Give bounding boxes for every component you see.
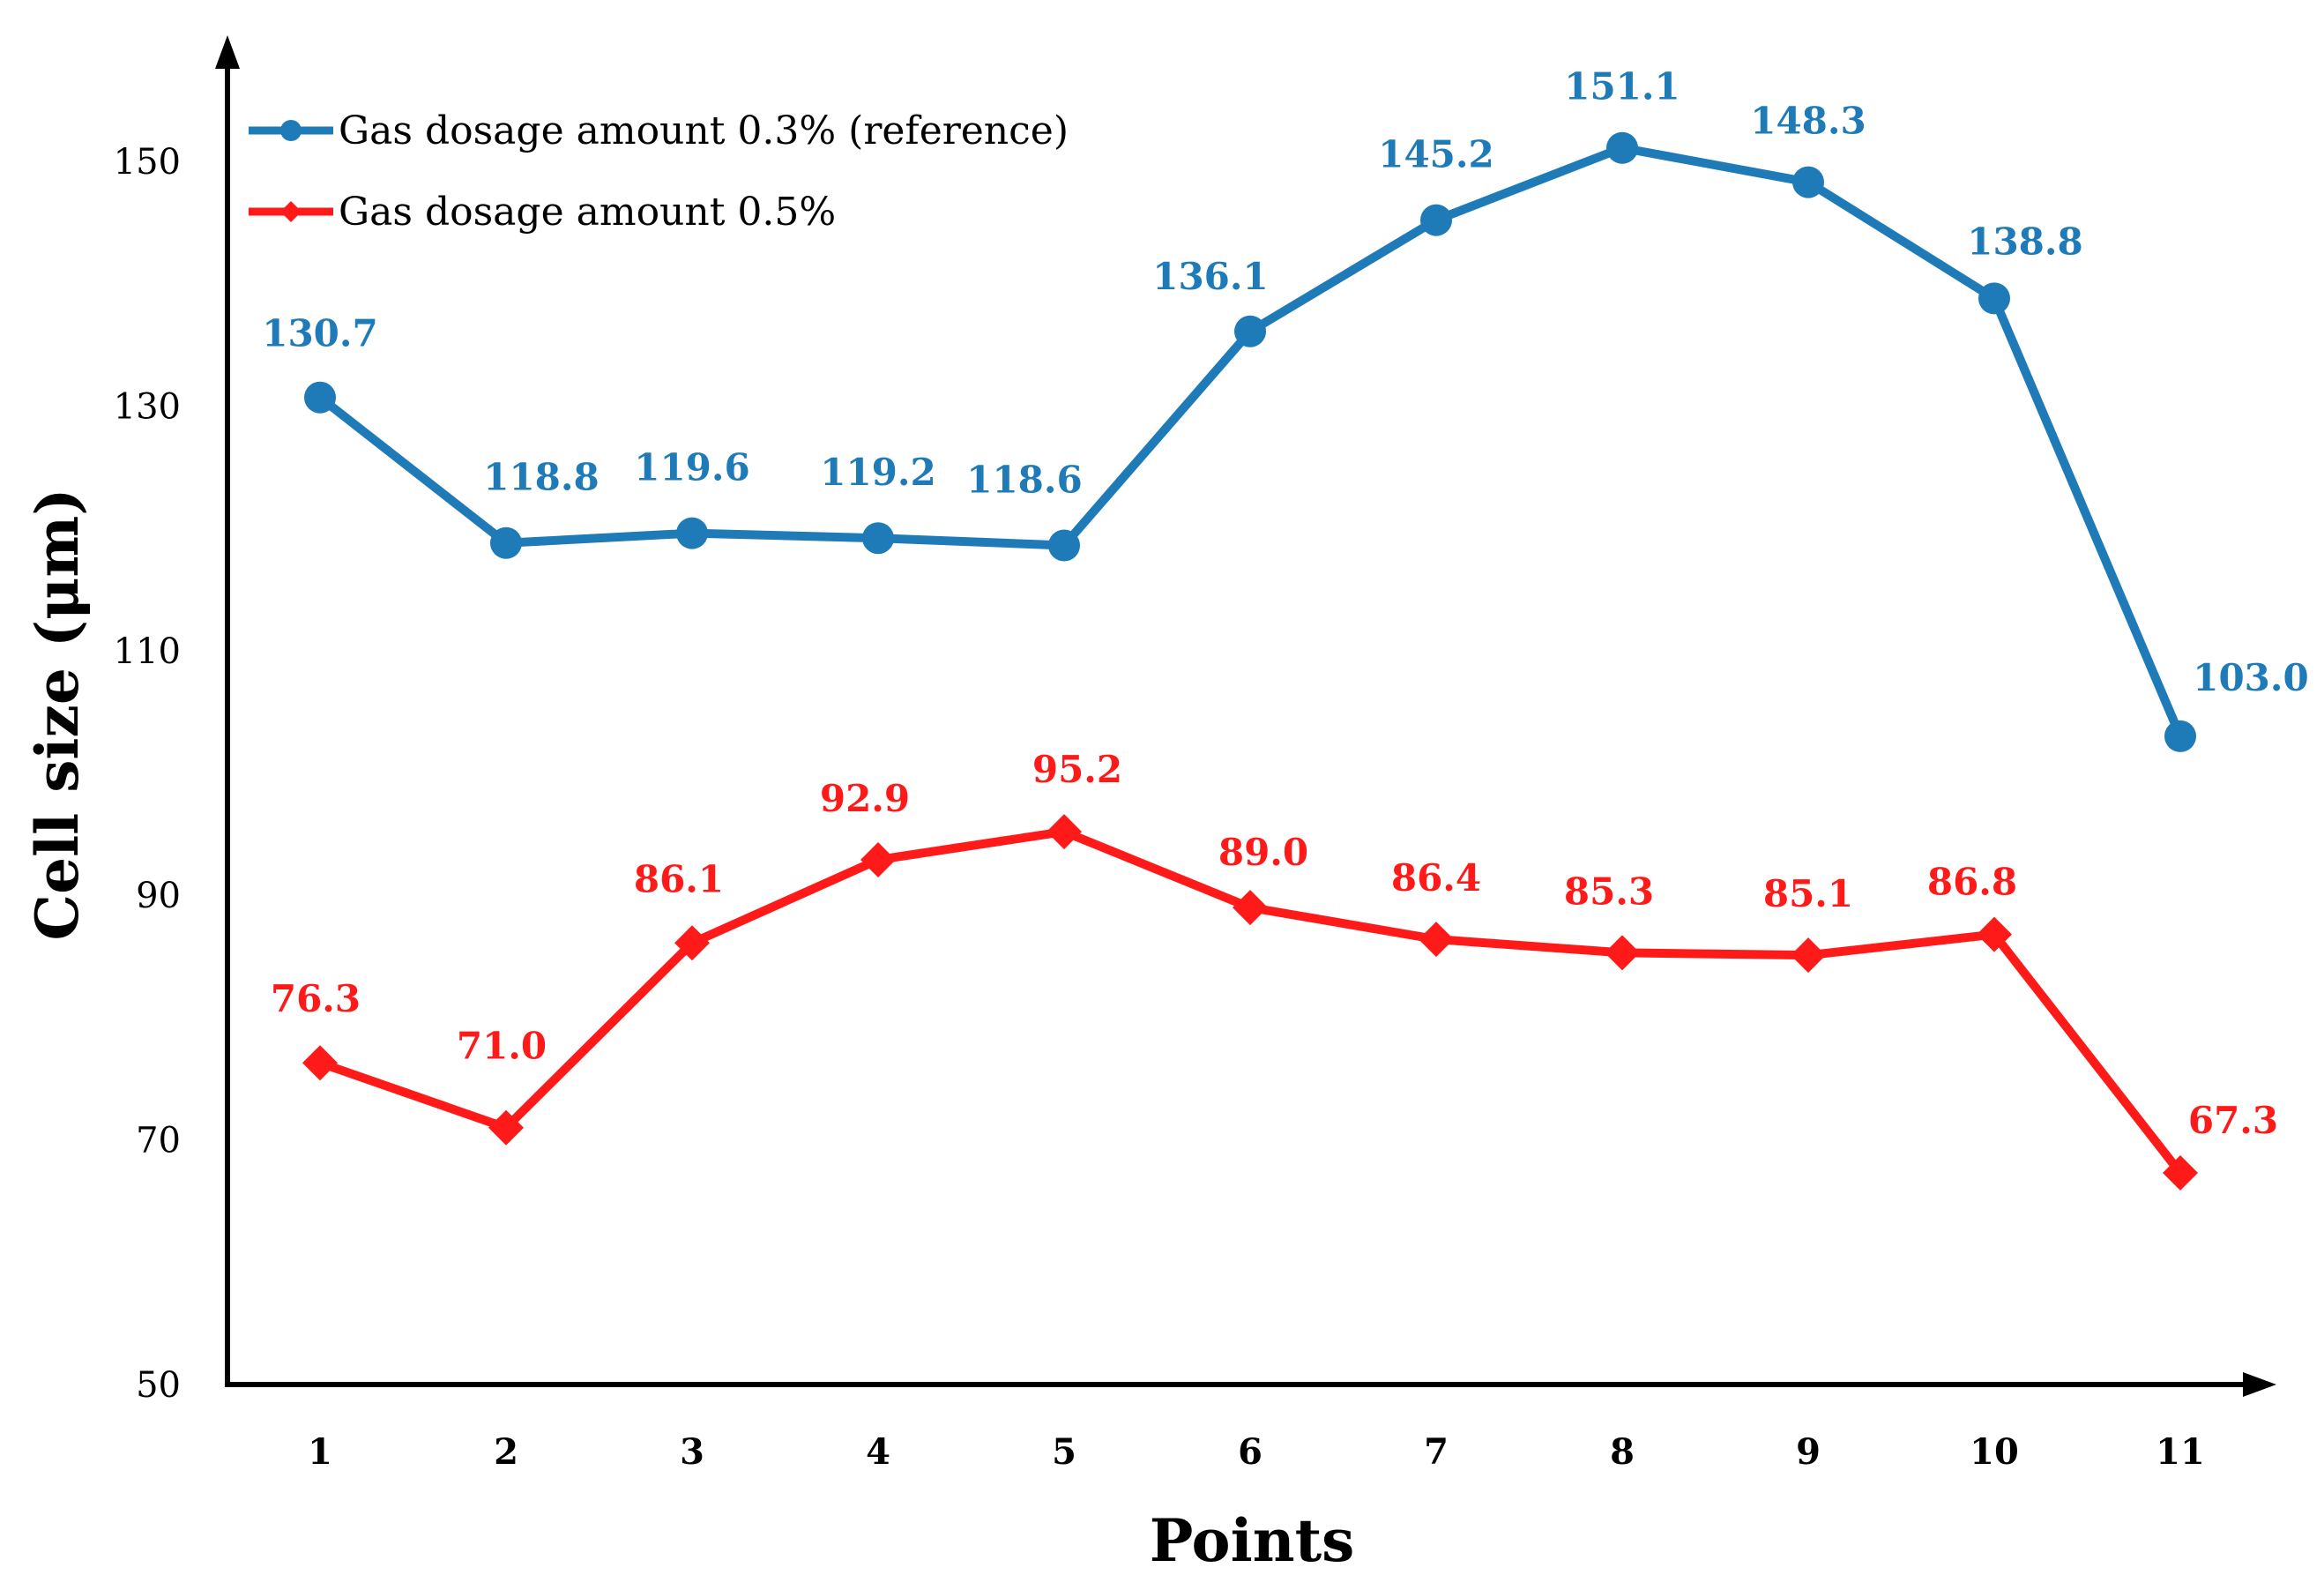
x-tick-label: 2 <box>494 1431 518 1473</box>
series-layer: 130.7 118.8 119.6 119.2 118.6 136.1 145.2 151.1… <box>262 65 2309 1191</box>
x-axis-title: Points <box>1150 1506 1355 1575</box>
x-tick-label: 6 <box>1238 1431 1263 1473</box>
x-tick-label: 9 <box>1796 1431 1821 1473</box>
x-tick-label: 10 <box>1970 1431 2019 1473</box>
legend-item-reference: Gas dosage amount 0.3% (reference) <box>249 108 1069 153</box>
x-axis-ticks: 1 2 3 4 5 6 7 8 9 10 11 <box>308 1431 2205 1473</box>
series-line-reference <box>317 143 2185 738</box>
axes <box>215 35 2276 1397</box>
data-point-marker <box>490 526 522 559</box>
legend-label-reference: Gas dosage amount 0.3% (reference) <box>339 108 1069 153</box>
data-label: 118.8 <box>483 456 600 499</box>
data-label: 92.9 <box>820 777 910 820</box>
legend-marker-reference <box>280 120 302 141</box>
x-tick-label: 11 <box>2156 1431 2205 1473</box>
series-line-0-5 <box>318 827 2184 1176</box>
data-point-marker <box>862 522 894 555</box>
x-tick-label: 8 <box>1610 1431 1635 1473</box>
data-point-marker <box>1977 916 2012 952</box>
data-label: 85.3 <box>1564 870 1654 913</box>
data-point-marker <box>1047 814 1082 850</box>
data-point-marker <box>1420 204 1452 236</box>
data-point-marker <box>1978 282 2010 315</box>
data-label: 145.2 <box>1378 133 1494 176</box>
data-point-marker <box>1791 937 1826 974</box>
y-tick-label: 90 <box>136 876 181 916</box>
data-label: 151.1 <box>1564 65 1680 108</box>
data-label: 119.2 <box>820 451 936 494</box>
x-tick-label: 3 <box>680 1431 704 1473</box>
legend-marker-0-5 <box>280 201 302 222</box>
data-point-marker <box>1419 922 1454 958</box>
data-label: 67.3 <box>2188 1099 2278 1142</box>
data-label: 103.0 <box>2193 656 2309 699</box>
y-axis-arrow <box>215 35 240 69</box>
data-label: 86.8 <box>1927 861 2017 904</box>
data-label: 76.3 <box>271 977 361 1020</box>
data-label: 118.6 <box>966 459 1083 502</box>
data-label: 119.6 <box>634 446 750 489</box>
data-label: 95.2 <box>1032 748 1122 791</box>
data-point-marker <box>1606 131 1638 164</box>
data-point-marker <box>1234 315 1266 347</box>
legend-label-0-5: Gas dosage amount 0.5% <box>339 190 836 235</box>
legend-item-0-5: Gas dosage amount 0.5% <box>249 190 836 235</box>
data-label: 86.4 <box>1391 856 1481 900</box>
x-axis-arrow <box>2243 1372 2276 1397</box>
data-label: 148.3 <box>1750 100 1866 143</box>
y-tick-label: 110 <box>114 631 181 672</box>
data-point-marker <box>2163 1155 2198 1191</box>
y-tick-label: 130 <box>114 386 181 427</box>
x-tick-label: 4 <box>866 1431 890 1473</box>
x-tick-label: 1 <box>308 1431 332 1473</box>
data-point-marker <box>1792 166 1824 198</box>
data-point-marker <box>302 1045 338 1081</box>
data-label: 130.7 <box>262 312 378 355</box>
x-tick-label: 7 <box>1424 1431 1449 1473</box>
data-label: 136.1 <box>1152 255 1269 298</box>
data-point-marker <box>674 925 710 961</box>
data-label: 71.0 <box>457 1025 547 1068</box>
data-point-marker <box>676 517 708 549</box>
y-tick-label: 70 <box>136 1121 181 1161</box>
x-tick-label: 5 <box>1052 1431 1076 1473</box>
data-point-marker <box>1605 935 1640 971</box>
data-label: 85.1 <box>1763 872 1853 915</box>
data-point-marker <box>488 1109 524 1146</box>
y-tick-label: 150 <box>114 142 181 183</box>
y-axis-title: Cell size (μm) <box>23 489 92 941</box>
data-label: 86.1 <box>634 857 724 900</box>
legend: Gas dosage amount 0.3% (reference) Gas d… <box>249 108 1069 235</box>
series-0-5: 76.3 71.0 86.1 92.9 95.2 89.0 86.4 85.3 85.1 86.8… <box>271 748 2278 1191</box>
data-point-marker <box>1233 890 1268 926</box>
data-label: 138.8 <box>1967 220 2083 263</box>
y-axis-ticks: 50 70 90 110 130 150 <box>114 142 181 1406</box>
data-point-marker <box>1048 529 1080 562</box>
data-point-marker <box>860 841 896 877</box>
data-point-marker <box>2164 720 2196 752</box>
data-label: 89.0 <box>1218 831 1308 874</box>
y-tick-label: 50 <box>136 1365 181 1406</box>
series-reference: 130.7 118.8 119.6 119.2 118.6 136.1 145.2 151.1… <box>262 65 2309 752</box>
data-point-marker <box>304 381 336 414</box>
